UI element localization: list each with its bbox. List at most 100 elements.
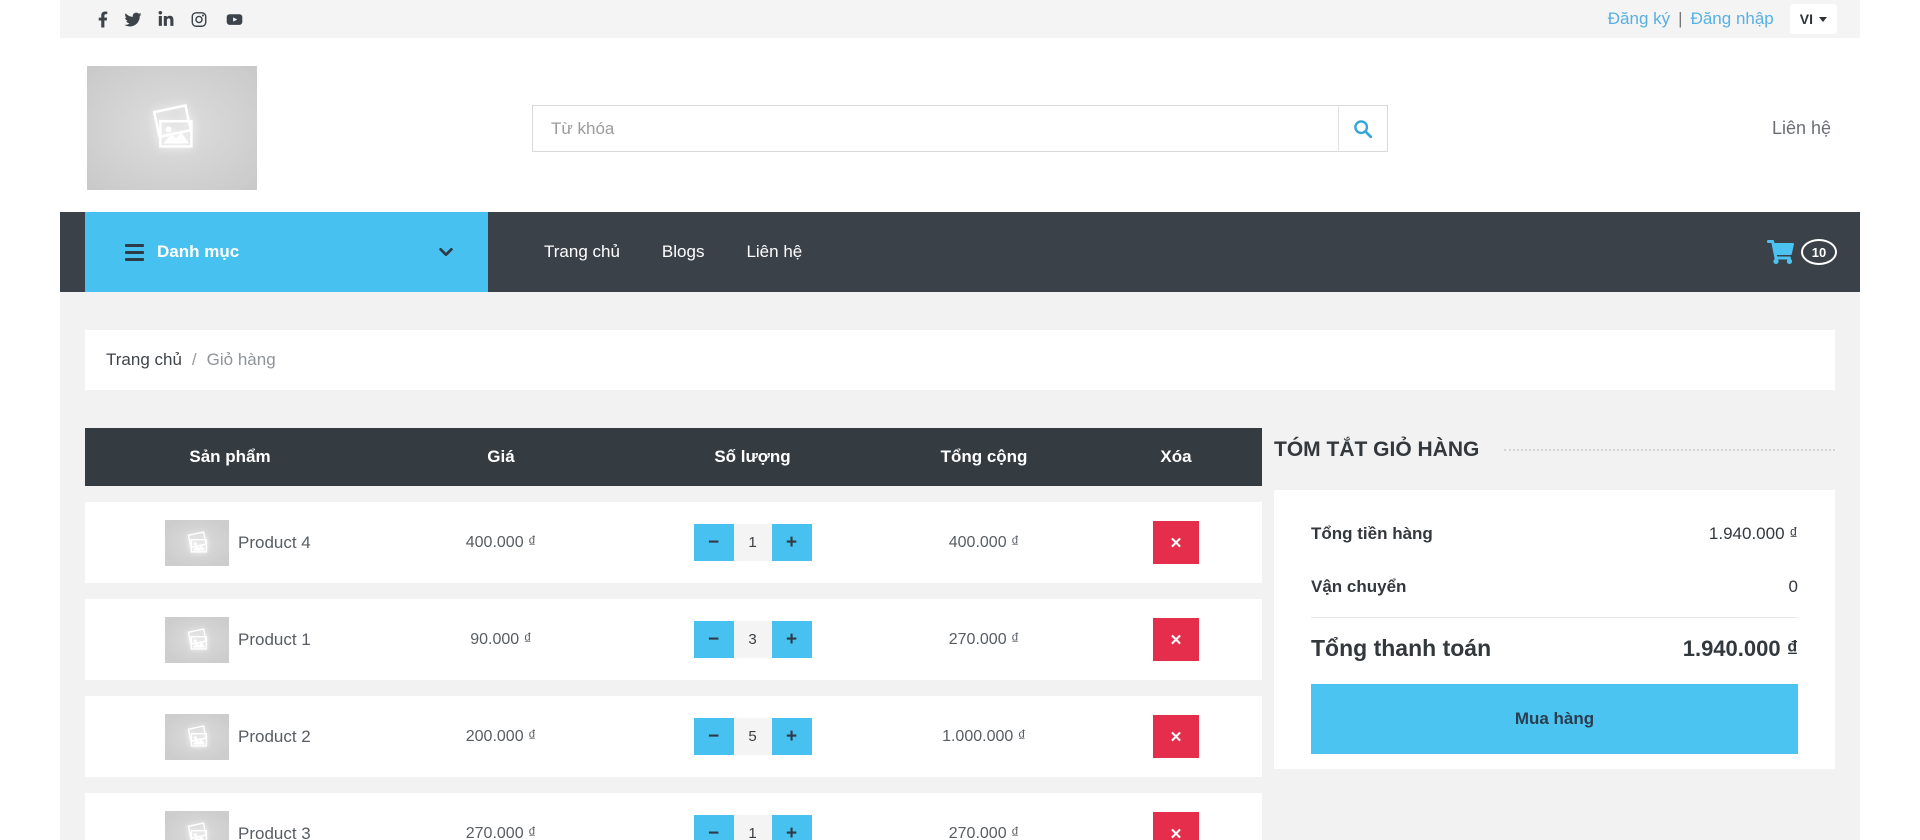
nav-item-blogs[interactable]: Blogs — [661, 242, 705, 261]
image-placeholder-icon — [152, 103, 193, 148]
quantity-decrease-button[interactable]: − — [693, 524, 734, 561]
product-name[interactable]: Product 3 — [238, 823, 311, 840]
youtube-icon[interactable] — [224, 11, 245, 28]
quantity-value: 1 — [733, 815, 772, 840]
close-icon: ✕ — [1169, 728, 1183, 746]
subtotal-label: Tổng tiền hàng — [1311, 524, 1433, 543]
account-separator: | — [1678, 9, 1683, 28]
quantity-stepper: − 1 + — [693, 524, 812, 561]
quantity-decrease-button[interactable]: − — [693, 718, 734, 755]
line-total: 400.000 ₫ — [948, 533, 1020, 551]
delete-button[interactable]: ✕ — [1153, 812, 1199, 840]
delete-button[interactable]: ✕ — [1153, 521, 1199, 564]
quantity-increase-button[interactable]: + — [771, 815, 812, 840]
caret-down-icon — [1819, 16, 1827, 22]
product-name[interactable]: Product 2 — [238, 726, 311, 746]
delete-button[interactable]: ✕ — [1153, 715, 1199, 758]
column-header-product: Sản phẩm — [189, 447, 271, 466]
checkout-button[interactable]: Mua hàng — [1311, 684, 1798, 754]
nav-item-contact[interactable]: Liên hệ — [746, 242, 803, 261]
summary-divider — [1311, 617, 1798, 618]
search-input[interactable] — [533, 106, 1338, 151]
cart-count-badge: 10 — [1801, 239, 1837, 265]
breadcrumb: Trang chủ / Giỏ hàng — [85, 330, 1835, 390]
cart-page: Sản phẩm Giá Số lượng Tổng cộng Xóa Prod… — [60, 428, 1860, 840]
breadcrumb-separator: / — [191, 350, 197, 369]
header-contact-link[interactable]: Liên hệ — [1771, 118, 1831, 138]
menu-icon — [125, 243, 144, 261]
product-thumbnail[interactable] — [165, 713, 229, 760]
cart-button[interactable]: 10 — [1767, 239, 1837, 265]
quantity-increase-button[interactable]: + — [771, 718, 812, 755]
image-placeholder-icon — [187, 821, 208, 840]
chevron-down-icon — [439, 247, 453, 257]
close-icon: ✕ — [1169, 825, 1183, 840]
quantity-value: 1 — [733, 524, 772, 561]
table-row: Product 1 90.000 ₫ − 3 + 270.000 ₫ ✕ — [85, 599, 1262, 680]
linkedin-icon[interactable] — [158, 10, 174, 28]
nav-item-home[interactable]: Trang chủ — [544, 242, 620, 261]
language-label: VI — [1799, 11, 1813, 27]
dotted-divider — [1504, 449, 1835, 451]
categories-button[interactable]: Danh mục — [85, 212, 488, 292]
column-header-price: Giá — [487, 447, 515, 466]
cart-rows: Product 4 400.000 ₫ − 1 + 400.000 ₫ ✕ — [85, 502, 1262, 840]
navbar: Danh mục Trang chủ Blogs Liên hệ 10 — [60, 212, 1860, 292]
product-thumbnail[interactable] — [165, 810, 229, 840]
table-row: Product 2 200.000 ₫ − 5 + 1.000.000 ₫ ✕ — [85, 696, 1262, 777]
grand-total-row: Tổng thanh toán 1.940.000 ₫ — [1311, 635, 1798, 662]
product-price: 200.000 ₫ — [465, 727, 537, 745]
quantity-stepper: − 5 + — [693, 718, 812, 755]
subtotal-value: 1.940.000 ₫ — [1708, 524, 1798, 543]
breadcrumb-home[interactable]: Trang chủ — [106, 350, 182, 369]
language-selector[interactable]: VI — [1789, 4, 1837, 34]
product-thumbnail[interactable] — [165, 519, 229, 566]
twitter-icon[interactable] — [124, 11, 142, 28]
facebook-icon[interactable] — [98, 11, 108, 28]
line-total: 1.000.000 ₫ — [942, 727, 1026, 745]
product-thumbnail[interactable] — [165, 616, 229, 663]
summary-title: TÓM TẮT GIỎ HÀNG — [1274, 438, 1480, 461]
instagram-icon[interactable] — [190, 11, 208, 28]
product-price: 270.000 ₫ — [465, 824, 537, 840]
table-row: Product 4 400.000 ₫ − 1 + 400.000 ₫ ✕ — [85, 502, 1262, 583]
product-name[interactable]: Product 4 — [238, 532, 311, 552]
quantity-stepper: − 1 + — [693, 815, 812, 840]
product-name[interactable]: Product 1 — [238, 629, 311, 649]
account-links: Đăng ký | Đăng nhập VI — [1608, 4, 1837, 34]
breadcrumb-current: Giỏ hàng — [206, 350, 276, 369]
product-price: 90.000 ₫ — [470, 630, 532, 648]
shipping-value: 0 — [1788, 577, 1798, 596]
close-icon: ✕ — [1169, 534, 1183, 552]
quantity-increase-button[interactable]: + — [771, 621, 812, 658]
register-link[interactable]: Đăng ký — [1607, 9, 1671, 28]
delete-button[interactable]: ✕ — [1153, 618, 1199, 661]
cart-table-header: Sản phẩm Giá Số lượng Tổng cộng Xóa — [85, 428, 1262, 486]
line-total: 270.000 ₫ — [948, 630, 1020, 648]
image-placeholder-icon — [187, 724, 208, 747]
quantity-value: 5 — [733, 718, 772, 755]
search-button[interactable] — [1338, 106, 1387, 151]
shipping-label: Vận chuyển — [1311, 577, 1407, 596]
image-placeholder-icon — [187, 530, 208, 553]
quantity-value: 3 — [733, 621, 772, 658]
quantity-increase-button[interactable]: + — [771, 524, 812, 561]
shipping-row: Vận chuyển 0 — [1311, 577, 1798, 597]
quantity-decrease-button[interactable]: − — [693, 815, 734, 840]
image-placeholder-icon — [187, 627, 208, 650]
topbar: Đăng ký | Đăng nhập VI — [60, 0, 1860, 38]
table-row: Product 3 270.000 ₫ − 1 + 270.000 ₫ ✕ — [85, 793, 1262, 840]
login-link[interactable]: Đăng nhập — [1690, 9, 1774, 28]
main-menu: Trang chủ Blogs Liên hệ — [544, 242, 802, 262]
column-header-quantity: Số lượng — [714, 447, 791, 466]
quantity-decrease-button[interactable]: − — [693, 621, 734, 658]
header: Liên hệ — [60, 38, 1860, 212]
social-links — [98, 10, 245, 28]
search-icon — [1354, 119, 1373, 138]
subtotal-row: Tổng tiền hàng 1.940.000 ₫ — [1311, 524, 1798, 544]
categories-label: Danh mục — [157, 242, 240, 261]
cart-icon — [1767, 240, 1794, 264]
logo[interactable] — [87, 66, 257, 190]
column-header-delete: Xóa — [1160, 447, 1192, 466]
line-total: 270.000 ₫ — [948, 824, 1020, 840]
